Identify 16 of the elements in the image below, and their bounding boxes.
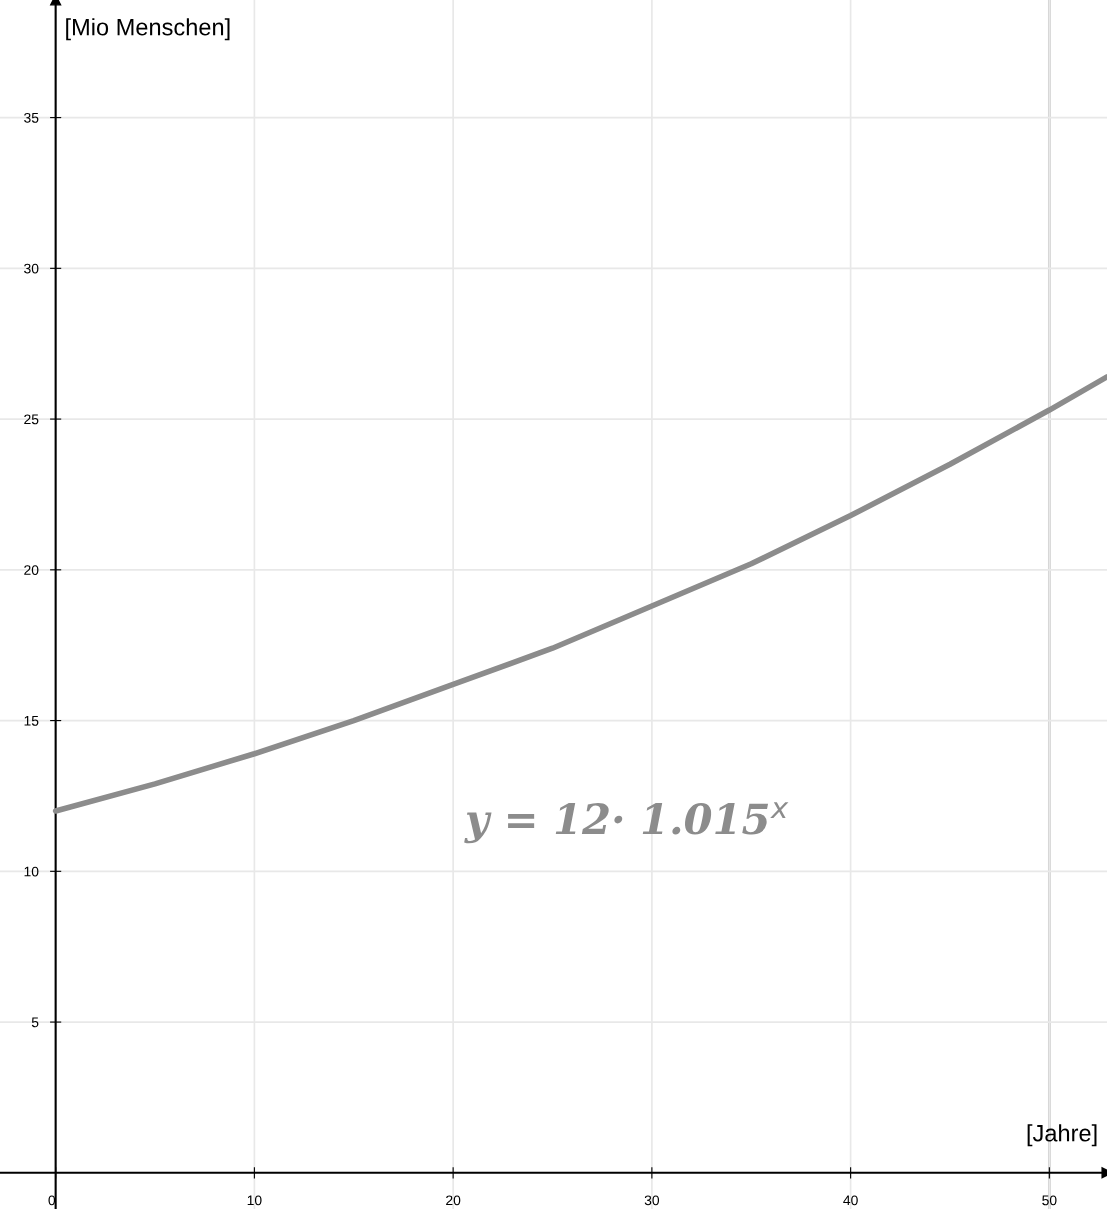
y-tick-label: 5 [31,1017,39,1028]
x-tick-label: 20 [446,1195,461,1206]
x-tick-label: 50 [1042,1195,1057,1206]
y-tick-label: 15 [24,716,39,726]
x-tick-label: 40 [843,1195,858,1206]
y-tick-label: 30 [24,263,39,274]
y-tick-label: 10 [24,866,39,877]
y-tick-label: 20 [24,565,39,575]
y-tick-label: 25 [24,414,39,425]
y-tick-label: 35 [24,112,39,123]
annotation: y = 12· 1.015$^{x}$ [464,802,789,844]
y-axis-title: [Mio Menschen] [66,18,230,41]
x-tick-label: 30 [644,1195,660,1206]
x-tick-label: 0 [48,1195,56,1206]
x-axis-title: [Jahre] [1027,1124,1097,1147]
x-tick-label: 10 [247,1195,262,1206]
